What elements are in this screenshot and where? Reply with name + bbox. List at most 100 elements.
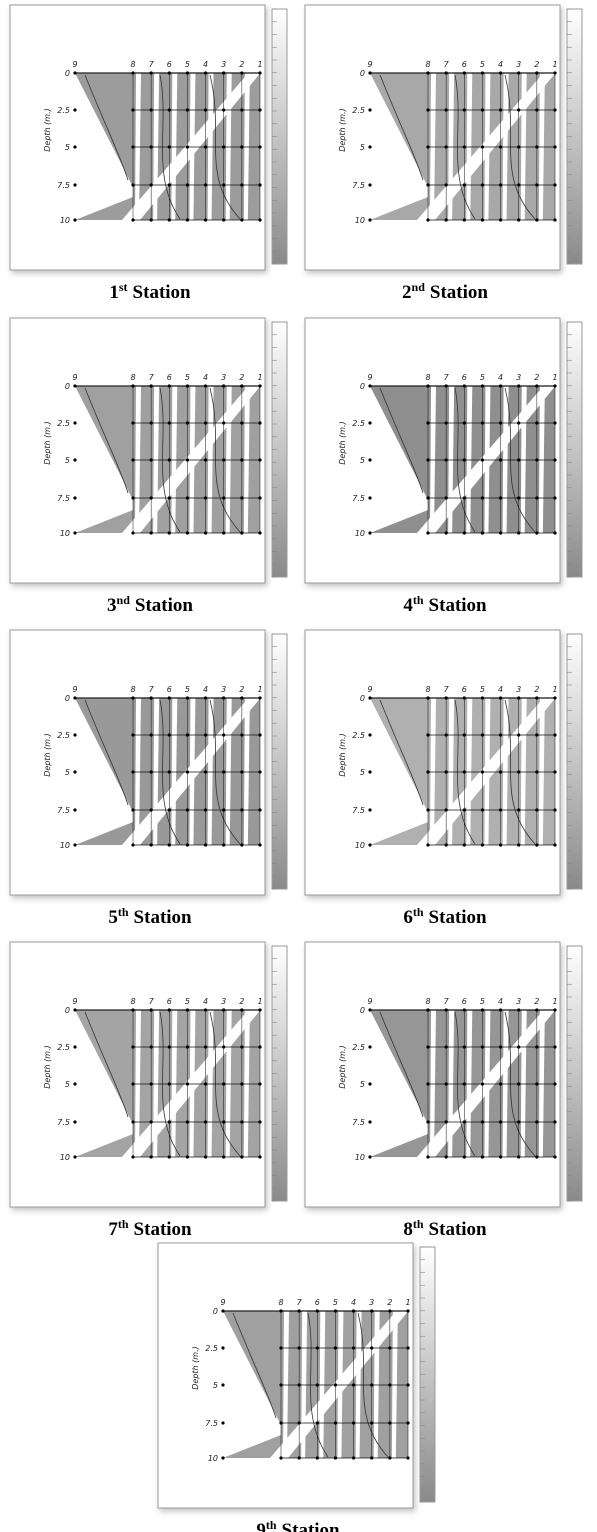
- sample-point: [406, 1383, 409, 1386]
- sample-point: [258, 421, 261, 424]
- sample-point: [463, 1155, 466, 1158]
- sample-point: [204, 1155, 207, 1158]
- sample-point: [73, 458, 76, 461]
- station-number: 3: [516, 685, 521, 694]
- sample-point: [240, 733, 243, 736]
- sample-point: [426, 145, 429, 148]
- sample-point: [553, 384, 556, 387]
- sample-point: [535, 218, 538, 221]
- station-number: 5: [480, 685, 485, 694]
- depth-label: 2.5: [352, 106, 365, 115]
- caption-suffix: th: [413, 905, 424, 919]
- sample-point: [204, 531, 207, 534]
- depth-label: 0: [65, 1006, 70, 1015]
- sample-point: [150, 696, 153, 699]
- sample-point: [535, 808, 538, 811]
- sample-point: [186, 496, 189, 499]
- sample-point: [553, 1008, 556, 1011]
- depth-label: 10: [60, 841, 70, 850]
- sample-point: [240, 531, 243, 534]
- sample-point: [481, 496, 484, 499]
- sample-point: [517, 808, 520, 811]
- station-number: 8: [425, 997, 430, 1006]
- depth-label: 5: [65, 768, 70, 777]
- sample-point: [445, 458, 448, 461]
- sample-point: [517, 733, 520, 736]
- sample-point: [406, 1421, 409, 1424]
- depth-label: 0: [360, 694, 365, 703]
- station-number: 8: [425, 60, 430, 69]
- sample-point: [222, 843, 225, 846]
- station-number: 8: [130, 685, 135, 694]
- panel: 98765432102.557.510Depth (m.)6thStation: [305, 630, 582, 928]
- sample-point: [553, 770, 556, 773]
- caption-number: 2: [402, 282, 412, 303]
- sample-point: [221, 1456, 224, 1459]
- sample-point: [168, 71, 171, 74]
- sample-point: [517, 1008, 520, 1011]
- sample-point: [535, 843, 538, 846]
- sample-point: [258, 1155, 261, 1158]
- sample-point: [535, 1082, 538, 1085]
- sample-point: [279, 1309, 282, 1312]
- sample-point: [73, 696, 76, 699]
- station-number: 7: [149, 373, 155, 382]
- station-number: 6: [462, 997, 467, 1006]
- depth-label: 2.5: [352, 1043, 365, 1052]
- sample-point: [240, 770, 243, 773]
- sample-point: [481, 384, 484, 387]
- sample-point: [131, 531, 134, 534]
- station-number: 6: [167, 373, 172, 382]
- sample-point: [131, 1045, 134, 1048]
- sample-point: [553, 808, 556, 811]
- sample-point: [258, 71, 261, 74]
- sample-point: [168, 108, 171, 111]
- sample-point: [463, 183, 466, 186]
- sample-point: [168, 421, 171, 424]
- sample-point: [222, 421, 225, 424]
- sample-point: [222, 1008, 225, 1011]
- sample-point: [204, 1120, 207, 1123]
- sample-point: [463, 770, 466, 773]
- sample-point: [186, 696, 189, 699]
- sample-point: [388, 1346, 391, 1349]
- sample-point: [368, 218, 371, 221]
- sample-point: [279, 1346, 282, 1349]
- sample-point: [517, 421, 520, 424]
- sample-point: [73, 71, 76, 74]
- sample-point: [240, 108, 243, 111]
- sample-point: [463, 531, 466, 534]
- panel: 98765432102.557.510Depth (m.)8thStation: [305, 942, 582, 1240]
- sample-point: [499, 384, 502, 387]
- sample-point: [221, 1346, 224, 1349]
- station-number: 2: [534, 60, 539, 69]
- sample-point: [535, 145, 538, 148]
- sample-point: [258, 1120, 261, 1123]
- sample-point: [222, 1082, 225, 1085]
- sample-point: [517, 1155, 520, 1158]
- sample-point: [463, 1120, 466, 1123]
- depth-label: 0: [65, 694, 70, 703]
- station-number: 6: [462, 685, 467, 694]
- sample-point: [186, 770, 189, 773]
- sample-point: [481, 696, 484, 699]
- sample-point: [222, 145, 225, 148]
- caption-suffix: th: [413, 593, 424, 607]
- sample-point: [258, 531, 261, 534]
- sample-point: [481, 808, 484, 811]
- sample-point: [499, 458, 502, 461]
- caption-number: 8: [403, 1219, 413, 1240]
- caption-number: 5: [108, 907, 118, 928]
- sample-point: [316, 1309, 319, 1312]
- sample-point: [553, 1120, 556, 1123]
- sample-point: [499, 218, 502, 221]
- station-number: 1: [257, 685, 262, 694]
- depth-label: 10: [60, 1153, 70, 1162]
- sample-point: [499, 696, 502, 699]
- sample-point: [131, 496, 134, 499]
- sample-point: [535, 421, 538, 424]
- sample-point: [73, 1045, 76, 1048]
- sample-point: [73, 1155, 76, 1158]
- sample-point: [73, 1008, 76, 1011]
